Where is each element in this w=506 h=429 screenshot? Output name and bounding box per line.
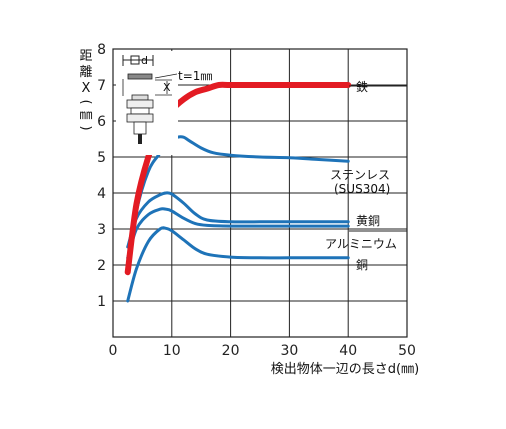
y-axis-title-char: ) (78, 125, 93, 130)
sensor-diagram: d t=1㎜ X (116, 51, 212, 155)
y-tick-label: 3 (97, 222, 106, 238)
series-label-brass: 黄銅 (356, 214, 380, 228)
series-line-1 (126, 135, 350, 271)
sensor-nut-bottom (126, 113, 154, 123)
target-plate (127, 73, 153, 80)
x-tick-label: 20 (222, 343, 240, 359)
series-label-stainless-sub: (SUS304) (334, 182, 390, 196)
x-tick-label: 30 (280, 343, 298, 359)
y-tick-label: 8 (97, 42, 106, 58)
series-label-iron: 鉄 (356, 79, 368, 94)
thickness-label: t=1㎜ (178, 69, 212, 83)
series-label-copper: 銅 (356, 258, 368, 272)
series-line-0 (124, 81, 352, 276)
x-tick-label: 0 (109, 343, 118, 359)
y-axis-title-char: ㎜ (79, 108, 92, 123)
y-axis-title: 距 離 X ( ㎜ ) (78, 49, 93, 131)
series-label-stainless: ステンレス (330, 168, 390, 182)
d-label: d (141, 54, 148, 67)
series-line-2 (126, 191, 350, 249)
y-axis-title-char: ( (78, 99, 93, 104)
series-lines (124, 81, 352, 303)
y-axis-title-char: 離 (79, 65, 92, 80)
x-tick-label: 10 (163, 343, 181, 359)
y-tick-label: 4 (97, 186, 106, 202)
y-tick-label: 2 (97, 258, 106, 274)
axis-ticks: 0 10 20 30 40 50 1 2 3 4 5 6 7 8 (97, 42, 416, 359)
sensor-head (131, 94, 149, 101)
series-line-3 (126, 207, 350, 260)
series-labels: 鉄 ステンレス (SUS304) 黄銅 アルミニウム 銅 (325, 79, 407, 272)
x-axis-title: 検出物体一辺の長さd(㎜) (271, 362, 419, 377)
y-tick-label: 7 (97, 78, 106, 94)
x-tick-label: 50 (398, 343, 416, 359)
sensor-thread (130, 107, 150, 115)
plot-frame (112, 48, 408, 338)
sensor-cable (138, 134, 142, 144)
y-tick-label: 1 (97, 294, 106, 310)
series-line-4 (126, 226, 350, 303)
y-axis-title-char: 距 (79, 49, 92, 64)
x-tick-label: 40 (339, 343, 357, 359)
y-tick-label: 5 (97, 150, 106, 166)
y-tick-label: 6 (97, 114, 106, 130)
sensor-nut-top (126, 99, 154, 109)
sensor-body (133, 121, 147, 135)
y-axis-title-char: X (82, 81, 91, 96)
x-label: X (163, 81, 171, 94)
series-label-aluminium: アルミニウム (325, 237, 397, 251)
square-icon (130, 55, 140, 65)
